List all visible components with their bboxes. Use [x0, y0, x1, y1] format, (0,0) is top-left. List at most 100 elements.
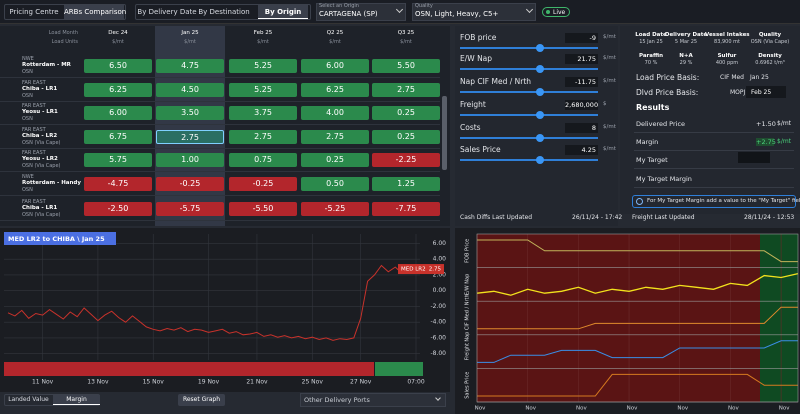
select-box[interactable]	[316, 3, 406, 21]
ports-select[interactable]	[300, 393, 446, 407]
chart-title-box	[4, 232, 116, 245]
select-box[interactable]	[412, 3, 536, 21]
target-input[interactable]	[738, 152, 770, 163]
input-field[interactable]: 2,680,000	[565, 100, 599, 110]
column-unit: $/mt	[112, 39, 124, 45]
view-tab[interactable]: By Origin	[258, 5, 308, 19]
value-cell[interactable]: -5.75	[156, 202, 224, 216]
detail-label: Quality	[758, 32, 782, 38]
value-cell[interactable]: 4.50	[156, 83, 224, 97]
value-cell[interactable]: -0.25	[156, 177, 224, 191]
select-label: Quality	[415, 3, 433, 9]
value-cell[interactable]: -5.50	[229, 202, 297, 216]
y-tick-label: 2.00	[433, 271, 447, 278]
toggle-option[interactable]: Margin	[53, 395, 100, 405]
slider-track[interactable]	[460, 114, 598, 116]
series-name: MED LR2	[401, 267, 426, 273]
series-line	[477, 373, 798, 397]
tab-group	[4, 4, 126, 20]
value-cell[interactable]: 0.50	[301, 177, 369, 191]
view-tab[interactable]: By Delivery Date	[137, 8, 197, 16]
value-cell[interactable]: 5.25	[229, 59, 297, 73]
panel-chart: Nov Nov Nov Nov Nov Nov Nov FOB Price E/W NapNap…	[465, 233, 799, 412]
x-tick-label: 13 Nov	[87, 379, 109, 386]
result-divider	[634, 187, 794, 188]
tab-group	[135, 4, 311, 20]
value-cell[interactable]: 6.25	[84, 83, 152, 97]
slider-track[interactable]	[460, 137, 598, 139]
value-cell[interactable]: 2.75	[229, 130, 297, 144]
y-tick-label: -6.00	[430, 334, 446, 341]
value-cell[interactable]: 6.00	[301, 59, 369, 73]
slider-thumb[interactable]	[536, 65, 544, 73]
input-field[interactable]: 21.75	[565, 54, 598, 64]
slider-track[interactable]	[460, 91, 598, 93]
main-tab[interactable]: ARBs Comparison	[64, 5, 126, 19]
basis-month: Jan 25	[750, 74, 769, 81]
column-unit: $/mt	[400, 39, 412, 45]
view-tab[interactable]: By Destination	[198, 8, 250, 16]
update-label: Cash Diffs Last Updated	[460, 214, 533, 221]
value-cell[interactable]: 4.00	[301, 106, 369, 120]
live-badge: Live	[542, 7, 571, 17]
input-field[interactable]: 4.25	[565, 145, 598, 155]
y-tick-label: -2.00	[430, 303, 446, 310]
x-tick-label: Nov	[475, 406, 486, 412]
input-label: FOB price	[460, 33, 497, 42]
value-cell[interactable]: -4.75	[84, 177, 152, 191]
value-cell[interactable]: 3.50	[156, 106, 224, 120]
value-cell[interactable]: 3.75	[229, 106, 297, 120]
basis-label: Dlvd Price Basis:	[636, 88, 699, 97]
value-cell[interactable]: 2.75	[156, 130, 224, 144]
value-cell[interactable]: 5.50	[372, 59, 440, 73]
value-cell[interactable]: -2.50	[84, 202, 152, 216]
slider-track[interactable]	[460, 47, 598, 49]
input-field[interactable]: 8	[565, 123, 598, 133]
value-cell[interactable]: 0.75	[229, 153, 297, 167]
value-cell[interactable]: 6.75	[84, 130, 152, 144]
value-cell[interactable]: 0.25	[372, 106, 440, 120]
reset-button[interactable]: Reset Graph	[178, 394, 225, 406]
row-divider	[0, 148, 440, 149]
x-tick-label: 21 Nov	[246, 379, 268, 386]
value-cell[interactable]: 6.50	[84, 59, 152, 73]
toggle-option[interactable]: Landed Value	[8, 396, 49, 403]
value-cell[interactable]: -5.25	[301, 202, 369, 216]
value-cell[interactable]: 0.25	[301, 153, 369, 167]
row-route: Yeosu - LR1	[22, 109, 58, 115]
detail-value: 83,900 mt	[714, 39, 740, 45]
value-cell[interactable]: 6.25	[301, 83, 369, 97]
value-cell[interactable]: 4.75	[156, 59, 224, 73]
slider-thumb[interactable]	[536, 88, 544, 96]
value-cell[interactable]: 2.75	[372, 83, 440, 97]
slider-thumb[interactable]	[536, 111, 544, 119]
main-tab[interactable]: Pricing Centre	[9, 8, 59, 16]
value-cell[interactable]: 1.00	[156, 153, 224, 167]
slider-thumb[interactable]	[536, 134, 544, 142]
value-cell[interactable]: 6.00	[84, 106, 152, 120]
row-divider	[0, 101, 440, 102]
input-field[interactable]: -11.75	[565, 77, 598, 87]
row-grade: OSN	[22, 69, 33, 75]
slider-track[interactable]	[460, 159, 598, 161]
scrollbar[interactable]	[442, 96, 447, 170]
slider-thumb[interactable]	[536, 44, 544, 52]
detail-label: Density	[758, 53, 782, 59]
row-route: Chiba - LR1	[22, 86, 58, 92]
row-divider	[0, 77, 440, 78]
value-cell[interactable]: 1.25	[372, 177, 440, 191]
y-tick-label: 4.00	[433, 256, 447, 263]
slider-track[interactable]	[460, 68, 598, 70]
value-cell[interactable]: -2.25	[372, 153, 440, 167]
value-cell[interactable]: 0.25	[372, 130, 440, 144]
value-cell[interactable]: 2.75	[301, 130, 369, 144]
slider-thumb[interactable]	[536, 156, 544, 164]
value-cell[interactable]: -7.75	[372, 202, 440, 216]
value-cell[interactable]: -0.25	[229, 177, 297, 191]
basis-select[interactable]	[746, 86, 786, 98]
value-cell[interactable]: 5.75	[84, 153, 152, 167]
value-cell[interactable]: 5.25	[229, 83, 297, 97]
update-value: 26/11/24 - 17:42	[572, 214, 623, 221]
column-header: Feb 25	[253, 30, 273, 36]
input-field[interactable]: -9	[565, 33, 598, 43]
